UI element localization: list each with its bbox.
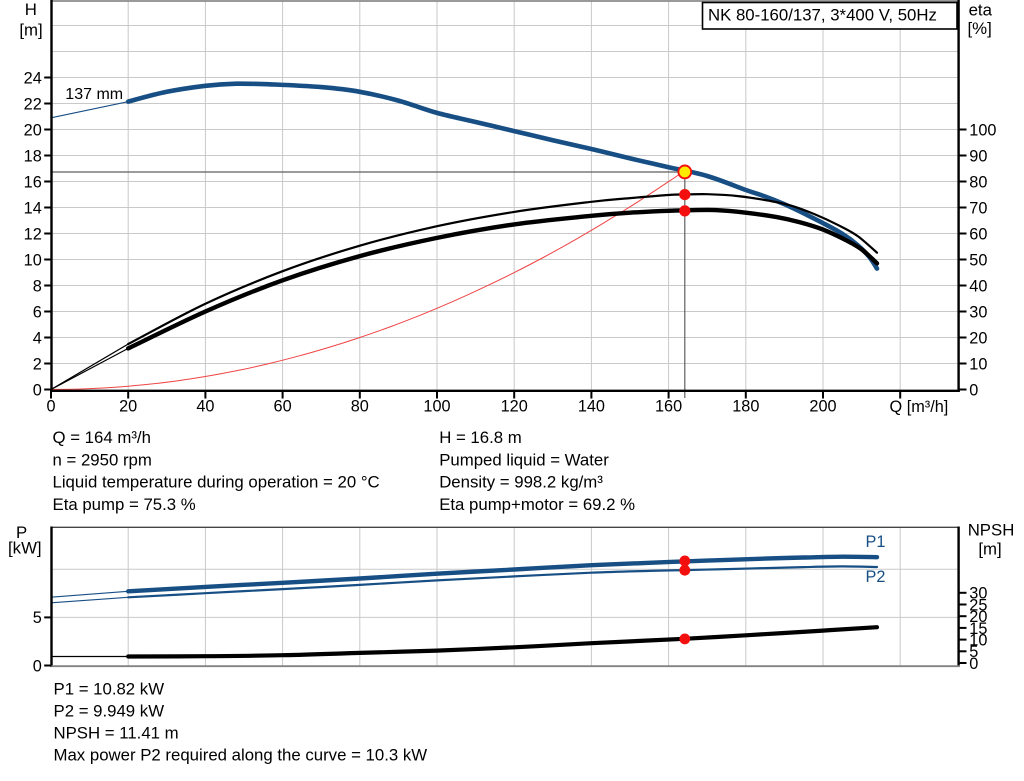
svg-text:16: 16: [24, 173, 42, 191]
svg-text:200: 200: [809, 398, 836, 416]
svg-text:5: 5: [33, 609, 42, 627]
svg-text:[%]: [%]: [968, 19, 992, 38]
svg-text:30: 30: [969, 585, 987, 603]
svg-text:Pumped liquid = Water: Pumped liquid = Water: [439, 450, 609, 469]
svg-text:50: 50: [969, 251, 987, 269]
svg-text:H = 16.8 m: H = 16.8 m: [439, 428, 522, 447]
svg-text:6: 6: [33, 303, 42, 321]
svg-text:0: 0: [33, 657, 42, 675]
svg-text:NPSH = 11.41 m: NPSH = 11.41 m: [54, 723, 179, 742]
svg-text:18: 18: [24, 147, 42, 165]
svg-text:40: 40: [969, 277, 987, 295]
svg-text:P2: P2: [866, 568, 886, 586]
svg-text:0: 0: [969, 381, 978, 399]
svg-text:22: 22: [24, 95, 42, 113]
svg-text:eta: eta: [969, 1, 993, 20]
svg-text:n = 2950 rpm: n = 2950 rpm: [53, 450, 152, 469]
svg-text:90: 90: [969, 147, 987, 165]
svg-text:10: 10: [969, 632, 987, 650]
svg-text:0: 0: [33, 381, 42, 399]
svg-text:20: 20: [969, 329, 987, 347]
svg-text:H: H: [25, 0, 37, 19]
svg-text:70: 70: [969, 199, 987, 217]
svg-text:80: 80: [351, 398, 369, 416]
svg-text:8: 8: [33, 277, 42, 295]
svg-text:[m]: [m]: [19, 20, 42, 39]
svg-text:14: 14: [24, 199, 42, 217]
svg-text:80: 80: [969, 173, 987, 191]
svg-text:24: 24: [24, 69, 42, 87]
svg-text:60: 60: [969, 225, 987, 243]
svg-text:4: 4: [33, 329, 42, 347]
svg-text:30: 30: [969, 303, 987, 321]
svg-text:P: P: [16, 523, 27, 542]
svg-text:40: 40: [196, 398, 214, 416]
svg-text:P1: P1: [866, 533, 886, 551]
svg-text:12: 12: [24, 225, 42, 243]
svg-text:NK 80-160/137, 3*400 V, 50Hz: NK 80-160/137, 3*400 V, 50Hz: [708, 6, 937, 25]
svg-text:160: 160: [655, 398, 682, 416]
svg-text:180: 180: [732, 398, 759, 416]
svg-text:NPSH: NPSH: [968, 520, 1015, 539]
svg-text:Eta pump = 75.3 %: Eta pump = 75.3 %: [53, 495, 196, 514]
svg-text:2: 2: [33, 355, 42, 373]
svg-text:[kW]: [kW]: [8, 539, 42, 558]
svg-text:0: 0: [969, 655, 978, 673]
svg-text:0: 0: [46, 398, 55, 416]
svg-text:15: 15: [969, 620, 987, 638]
svg-text:Liquid temperature during oper: Liquid temperature during operation = 20…: [53, 473, 380, 492]
svg-text:25: 25: [969, 596, 987, 614]
svg-text:Q = 164 m³/h: Q = 164 m³/h: [53, 428, 151, 447]
svg-text:20: 20: [969, 608, 987, 626]
svg-text:Eta pump+motor = 69.2 %: Eta pump+motor = 69.2 %: [439, 495, 635, 514]
svg-text:5: 5: [969, 643, 978, 661]
svg-text:120: 120: [501, 398, 528, 416]
svg-text:Q [m³/h]: Q [m³/h]: [890, 398, 949, 416]
svg-text:P2 = 9.949 kW: P2 = 9.949 kW: [54, 702, 165, 721]
svg-text:10: 10: [24, 251, 42, 269]
svg-text:Max power P2 required along th: Max power P2 required along the curve = …: [54, 745, 428, 764]
svg-text:20: 20: [119, 398, 137, 416]
svg-text:20: 20: [24, 121, 42, 139]
svg-text:100: 100: [423, 398, 450, 416]
svg-text:P1 = 10.82 kW: P1 = 10.82 kW: [54, 680, 165, 699]
svg-text:100: 100: [969, 121, 996, 139]
svg-text:60: 60: [274, 398, 292, 416]
svg-text:140: 140: [578, 398, 605, 416]
svg-text:[m]: [m]: [978, 539, 1001, 558]
svg-text:137 mm: 137 mm: [65, 86, 123, 103]
svg-text:10: 10: [969, 355, 987, 373]
svg-text:Density = 998.2 kg/m³: Density = 998.2 kg/m³: [439, 473, 603, 492]
